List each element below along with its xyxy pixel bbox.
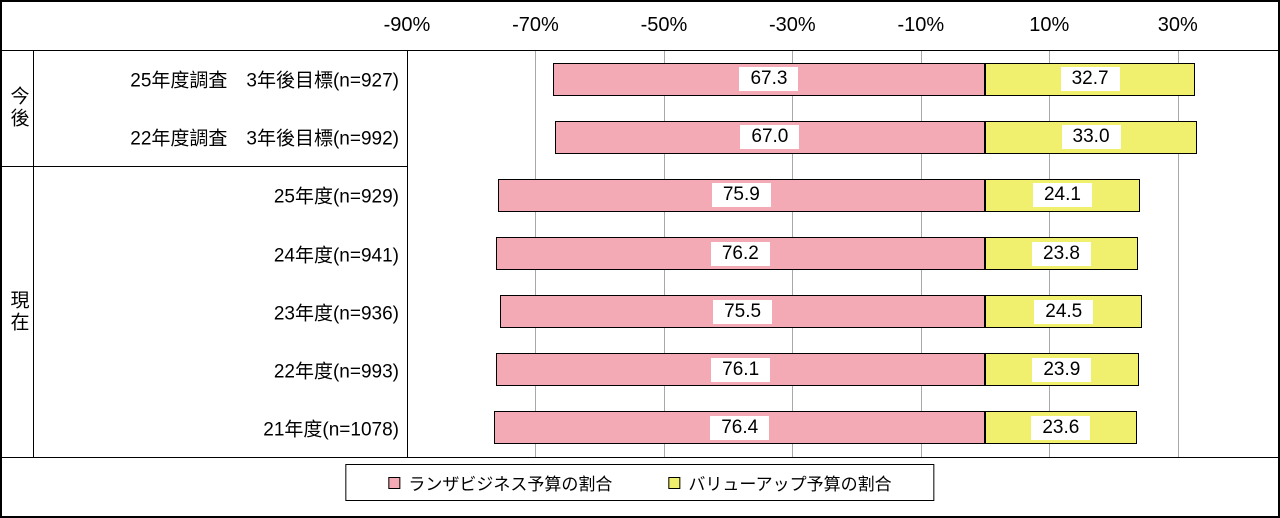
legend-label-run-the-business: ランザビジネス予算の割合: [408, 475, 613, 494]
bar-value-label: 33.0: [1061, 125, 1121, 150]
bar-run-the-business: 67.3: [552, 62, 986, 96]
bar-run-the-business: 75.5: [500, 295, 986, 329]
bar-value-label: 76.4: [710, 415, 770, 440]
category-label: 21年度(n=1078): [263, 419, 399, 441]
bar-value-up: 23.8: [985, 237, 1138, 270]
bar-value-up: 32.7: [985, 62, 1196, 96]
legend-item-run-the-business: ランザビジネス予算の割合: [388, 470, 612, 495]
plot-bottom-border: [2, 457, 1278, 458]
group-divider: [2, 166, 407, 168]
bar-value-label: 24.5: [1034, 299, 1094, 324]
legend-item-value-up: バリューアップ予算の割合: [668, 470, 892, 495]
plot-top-border: [2, 50, 1278, 51]
gridline: [1177, 50, 1179, 457]
x-tick-label: -90%: [383, 14, 431, 36]
x-tick-label: -30%: [769, 14, 816, 36]
legend: ランザビジネス予算の割合 バリューアップ予算の割合: [345, 464, 935, 501]
run-the-business-swatch-icon: [388, 476, 401, 489]
bar-run-the-business: 75.9: [497, 178, 986, 212]
x-tick-label: 30%: [1157, 14, 1198, 36]
bar-value-label: 67.0: [740, 125, 800, 150]
category-label: 22年度(n=993): [273, 361, 399, 383]
labels-plot-divider: [407, 50, 408, 457]
bar-value-label: 67.3: [739, 67, 799, 92]
group-column-divider: [33, 50, 34, 457]
category-label: 25年度調査 3年後目標(n=927): [130, 70, 399, 92]
bar-value-label: 24.1: [1032, 183, 1092, 208]
category-label: 22年度調査 3年後目標(n=992): [130, 128, 399, 150]
group-label: 現在: [7, 289, 29, 334]
bar-value-label: 32.7: [1060, 67, 1120, 92]
bar-value-label: 23.9: [1032, 357, 1092, 382]
x-tick-label: -50%: [640, 14, 688, 36]
bar-value-up: 24.1: [985, 178, 1140, 212]
category-label: 23年度(n=936): [273, 303, 399, 325]
category-label: 25年度(n=929): [273, 186, 399, 208]
bar-value-up: 23.9: [985, 353, 1139, 387]
bar-value-label: 23.6: [1031, 415, 1091, 440]
bar-value-label: 75.9: [711, 183, 771, 208]
bar-value-up: 33.0: [985, 120, 1198, 154]
group-label: 今後: [7, 86, 29, 131]
bar-run-the-business: 76.2: [495, 237, 986, 270]
bar-value-up: 23.6: [985, 411, 1137, 445]
legend-label-value-up: バリューアップ予算の割合: [688, 475, 892, 494]
value-up-swatch-icon: [668, 476, 681, 489]
category-label: 24年度(n=941): [273, 245, 399, 266]
bar-run-the-business: 76.1: [496, 353, 986, 387]
bar-value-up: 24.5: [985, 295, 1143, 329]
bar-value-label: 76.1: [711, 357, 771, 382]
x-tick-label: -70%: [512, 14, 559, 36]
x-tick-label: -10%: [897, 14, 945, 36]
bar-value-label: 76.2: [710, 241, 770, 266]
bar-value-label: 75.5: [713, 299, 773, 324]
bar-value-label: 23.8: [1032, 241, 1091, 266]
x-tick-label: 10%: [1029, 14, 1070, 36]
bar-run-the-business: 76.4: [494, 411, 986, 445]
bar-run-the-business: 67.0: [554, 120, 986, 154]
